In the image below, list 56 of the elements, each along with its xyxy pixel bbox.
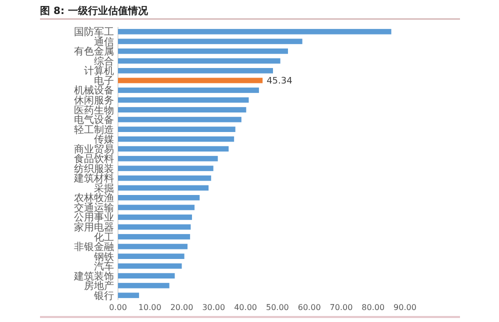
bar — [118, 244, 188, 250]
x-tick-label: 10.00 — [138, 303, 162, 312]
bar — [118, 175, 212, 181]
bar — [118, 214, 192, 220]
x-tick-label: 0.00 — [109, 303, 127, 312]
bar — [118, 28, 392, 34]
y-tick-label: 非银金融 — [74, 241, 114, 254]
bar — [118, 166, 214, 172]
y-tick-label: 商业贸易 — [74, 143, 114, 156]
bar — [118, 224, 191, 230]
bar — [118, 254, 184, 259]
y-tick-label: 交通运输 — [74, 202, 114, 214]
data-label: 45.34 — [266, 76, 293, 87]
x-tick-label: 90.00 — [394, 303, 416, 312]
x-tick-label: 40.00 — [234, 303, 258, 312]
chart-title: 图 8: 一级行业估值情况 — [40, 5, 149, 17]
y-tick-label: 轻工制造 — [74, 124, 114, 136]
x-tick-label: 50.00 — [266, 303, 289, 312]
y-tick-label: 房地产 — [84, 280, 114, 292]
bar — [118, 48, 288, 54]
bar — [118, 126, 236, 132]
x-tick-label: 70.00 — [330, 303, 353, 312]
bar — [118, 38, 302, 44]
bar — [118, 68, 273, 74]
bar — [118, 116, 242, 122]
bar — [118, 136, 234, 142]
y-tick-label: 家用电器 — [74, 221, 114, 234]
y-tick-label: 采掘 — [94, 182, 114, 194]
bar — [118, 195, 200, 200]
y-tick-label: 建筑装饰 — [73, 270, 114, 282]
bar — [118, 97, 249, 103]
bar — [118, 88, 259, 93]
bar — [118, 58, 280, 64]
y-tick-label: 银行 — [93, 290, 114, 302]
bar — [118, 107, 246, 112]
bar — [118, 78, 263, 84]
bar — [118, 282, 170, 288]
bar — [118, 292, 140, 298]
x-tick-label: 80.00 — [362, 303, 385, 312]
y-tick-label: 纺织服装 — [74, 162, 114, 175]
bar — [118, 234, 190, 240]
bar — [118, 146, 229, 152]
y-tick-label: 钢铁 — [93, 250, 114, 263]
bar — [118, 263, 182, 269]
bar — [118, 185, 209, 191]
y-tick-label: 综合 — [94, 55, 114, 68]
y-tick-label: 化工 — [94, 231, 114, 244]
y-tick-label: 机械设备 — [74, 84, 114, 97]
y-tick-label: 电子 — [94, 74, 114, 87]
bar — [118, 273, 175, 279]
bar — [118, 204, 195, 210]
x-tick-label: 20.00 — [170, 303, 194, 312]
x-tick-label: 60.00 — [298, 303, 321, 312]
x-tick-label: 30.00 — [202, 303, 226, 312]
y-tick-label: 通信 — [94, 36, 114, 48]
bar — [118, 156, 218, 162]
